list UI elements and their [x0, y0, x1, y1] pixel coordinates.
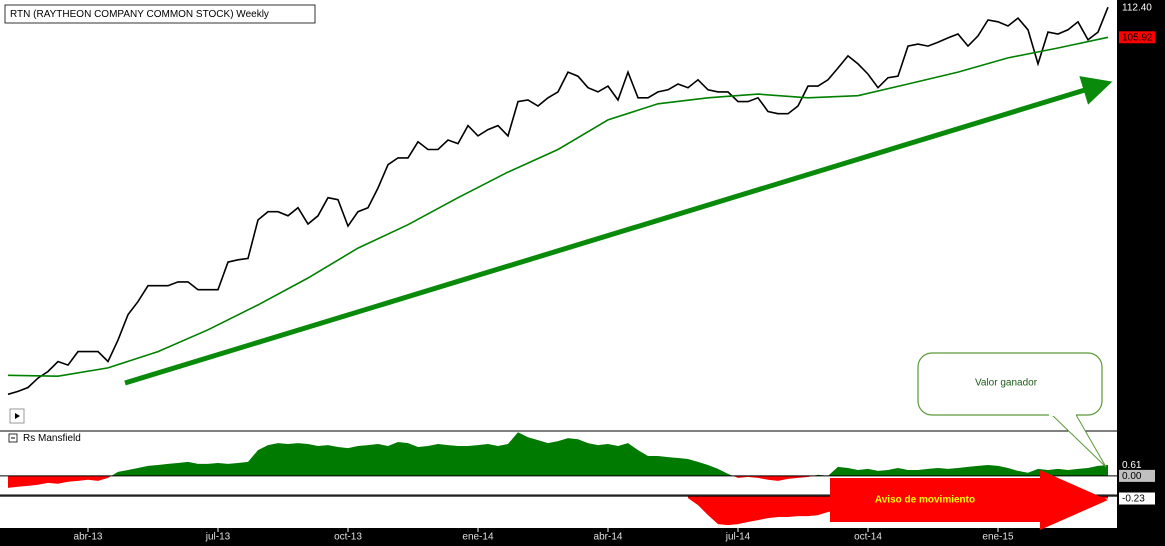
price-line [7, 6, 1109, 396]
plot-background [0, 0, 1117, 528]
y-tick-label: 105.92 [1122, 32, 1153, 43]
x-tick-label: oct-14 [854, 532, 882, 543]
y-tick-label: 112.40 [1122, 2, 1152, 13]
y-tick-tag [1119, 492, 1155, 505]
callout-text: Valor ganador [975, 378, 1038, 389]
y-tick-tag [1119, 469, 1155, 482]
y-tick-tag [1119, 458, 1155, 471]
y-tick-label: 0.00 [1122, 471, 1142, 482]
x-tick-label: ene-15 [982, 532, 1014, 543]
y-tick-label: -0.23 [1122, 494, 1145, 505]
x-tick-label: oct-13 [334, 532, 362, 543]
y-tick-tag [1119, 1, 1155, 14]
x-tick-label: abr-14 [594, 532, 623, 543]
price-line [7, 36, 1109, 378]
x-tick-label: abr-13 [74, 532, 103, 543]
time-axis-band [0, 528, 1117, 546]
y-tick-label: 0.61 [1122, 460, 1142, 471]
x-tick-label: ene-14 [462, 532, 494, 543]
y-tick-tag [1119, 31, 1155, 44]
chart-title: RTN (RAYTHEON COMPANY COMMON STOCK) Week… [10, 9, 269, 20]
price-axis-band [1117, 0, 1165, 546]
callout-box [917, 352, 1103, 416]
panel-title: Rs Mansfield [23, 433, 81, 444]
trend-arrow [124, 76, 1113, 386]
x-tick-label: jul-13 [205, 532, 231, 543]
indicator-area [111, 432, 1108, 476]
callout-join [1049, 412, 1076, 416]
x-tick-label: jul-14 [725, 532, 751, 543]
warning-text: Aviso de movimiento [875, 495, 975, 506]
warning-arrow [830, 470, 1108, 530]
title-box [4, 4, 316, 24]
play-icon [15, 413, 20, 419]
